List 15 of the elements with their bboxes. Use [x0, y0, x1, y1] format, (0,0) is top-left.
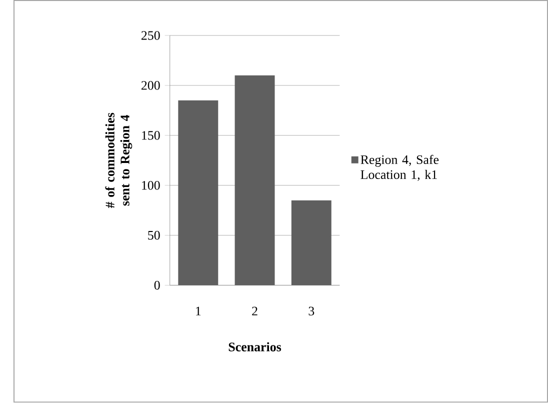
y-tick-label: 100	[142, 181, 160, 190]
y-tick-label: 0	[154, 281, 160, 290]
y-tick-label: 250	[142, 31, 160, 40]
y-tick-label: 150	[142, 131, 160, 140]
y-tick-label: 50	[148, 231, 160, 240]
x-axis-title: Scenarios	[228, 342, 282, 352]
bar	[291, 200, 332, 286]
bar	[234, 76, 275, 286]
bar	[178, 100, 218, 286]
x-tick-label: 1	[196, 306, 201, 316]
x-tick-label: 2	[252, 306, 258, 316]
y-tick-label: 200	[142, 81, 160, 90]
x-tick-label: 3	[308, 306, 314, 316]
legend-label: Region 4, Safe Location 1, k1	[360, 155, 439, 182]
y-axis-title: # of commodities sent to Region 4	[105, 113, 132, 208]
